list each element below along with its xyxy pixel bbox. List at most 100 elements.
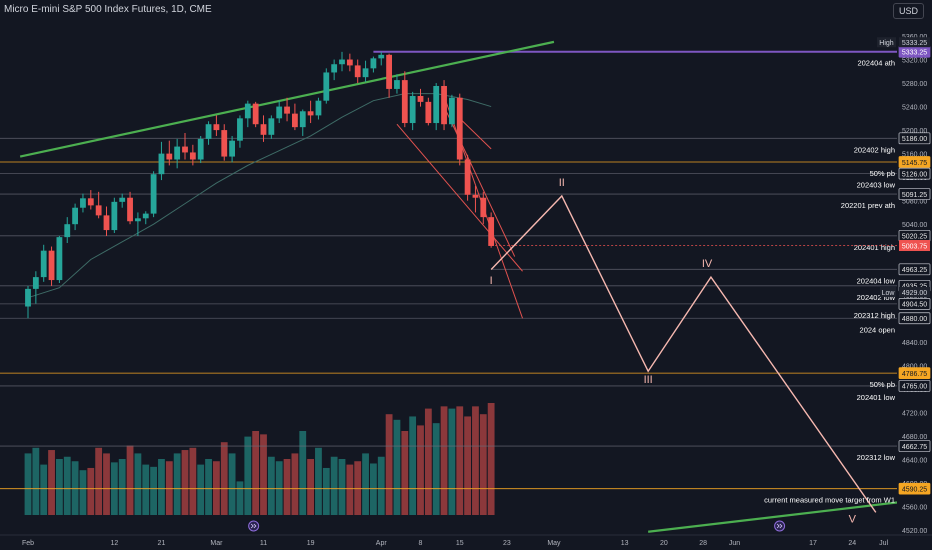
candle-body (119, 197, 126, 202)
high-value-tag (899, 37, 930, 48)
candle-body (174, 146, 181, 160)
level-price-tag-text: 4786.75 (902, 371, 927, 378)
price-tick-label: 4720.00 (902, 410, 927, 417)
level-price-tag-text: 4880.00 (902, 316, 927, 323)
level-price-tag-text: 4963.25 (902, 267, 927, 274)
candle-body (111, 201, 118, 231)
candle-body (32, 277, 39, 289)
volume-bar (448, 408, 456, 515)
volume-bar (32, 447, 40, 515)
volume-bar (275, 461, 283, 515)
level-label: 202312 low (857, 453, 896, 462)
downtrend-line (396, 123, 523, 272)
candle-body (244, 103, 251, 119)
last-price-tag (899, 240, 930, 252)
volume-bar (417, 425, 424, 515)
volume-bar (283, 459, 291, 515)
candle-body (252, 103, 259, 125)
currency-button[interactable]: USD (892, 3, 924, 19)
candle-body (276, 106, 283, 119)
volume-bar (291, 453, 299, 515)
volume-bar (260, 434, 267, 515)
volume-bar (87, 467, 95, 515)
level-label: 202312 high (854, 311, 895, 320)
candle-body (362, 68, 369, 78)
candle-body (56, 237, 63, 281)
volume-bar (40, 464, 48, 515)
volume-bar (362, 453, 369, 515)
candle-body (142, 213, 149, 219)
level-price-tag (898, 440, 931, 452)
level-price-tag-text: 4590.25 (902, 486, 927, 493)
time-tick-label: 15 (456, 540, 464, 547)
level-price-tag-text: 4662.75 (902, 444, 927, 451)
time-axis (0, 535, 932, 550)
time-tick-label: 21 (158, 540, 166, 547)
price-tick-label: 4560.00 (902, 504, 927, 511)
level-price-tag (898, 156, 931, 168)
level-price-tag-text: 5186.00 (902, 136, 927, 143)
candle-body (135, 218, 141, 222)
volume-bar (181, 450, 189, 515)
level-label: current measured move target from W1 (764, 496, 895, 505)
time-tick-label: Apr (376, 540, 388, 547)
volume-bar (197, 464, 205, 515)
candle-body (284, 106, 290, 114)
price-tick-label: 5280.00 (902, 81, 927, 88)
candle-body (48, 250, 55, 281)
volume-bar (440, 406, 448, 515)
time-tick-label: Mar (210, 540, 223, 547)
time-tick-label: 24 (848, 540, 856, 547)
high-value-text: 5333.25 (902, 40, 927, 47)
volume-bar (487, 403, 495, 515)
time-tick-label: 13 (621, 540, 629, 547)
event-marker-icon (250, 523, 257, 529)
wave-label: II (559, 177, 565, 189)
level-label: 50% pb (870, 380, 895, 389)
level-label: 2024 open (860, 325, 895, 334)
candle-body (64, 224, 71, 238)
candle-body (205, 124, 212, 139)
candle-body (315, 100, 322, 116)
last-price-text: 5003.75 (902, 243, 927, 250)
price-tick-label: 4800.00 (902, 363, 927, 370)
candle-body (189, 152, 196, 160)
level-price-tag (898, 298, 931, 310)
time-tick-label: Jun (729, 540, 740, 547)
volume-bar (252, 431, 260, 515)
candle-body (237, 118, 243, 141)
candle-body (87, 198, 94, 206)
level-label: 202402 high (854, 145, 895, 154)
downtrend-line (459, 117, 492, 150)
time-tick-label: 20 (660, 540, 668, 547)
volume-bar (189, 447, 197, 515)
candle-body (394, 80, 400, 89)
candle-body (425, 101, 432, 124)
candle-body (292, 113, 298, 128)
volume-bar (346, 464, 354, 515)
level-price-tag-text: 5145.75 (902, 160, 927, 167)
candle-body (299, 111, 306, 128)
volume-bar (79, 470, 87, 515)
downtrend-line (443, 106, 516, 257)
low-value-text: 4929.00 (902, 290, 927, 297)
candle-body (182, 146, 188, 153)
candle-body (378, 54, 385, 59)
time-tick-label: 23 (503, 540, 511, 547)
volume-bar (126, 445, 134, 515)
volume-bar (213, 461, 220, 515)
candle-body (409, 95, 416, 124)
volume-bar (377, 456, 385, 515)
candle-body (197, 138, 204, 160)
candle-body (40, 250, 47, 278)
volume-bar (338, 459, 346, 515)
volume-bar (134, 453, 142, 515)
low-badge (880, 286, 896, 297)
candle-body (331, 64, 338, 73)
candle-body (166, 153, 173, 160)
volume-bar (205, 459, 212, 515)
time-tick-label: 11 (260, 540, 267, 547)
candle-body (441, 85, 447, 125)
event-marker-icon (776, 523, 783, 529)
